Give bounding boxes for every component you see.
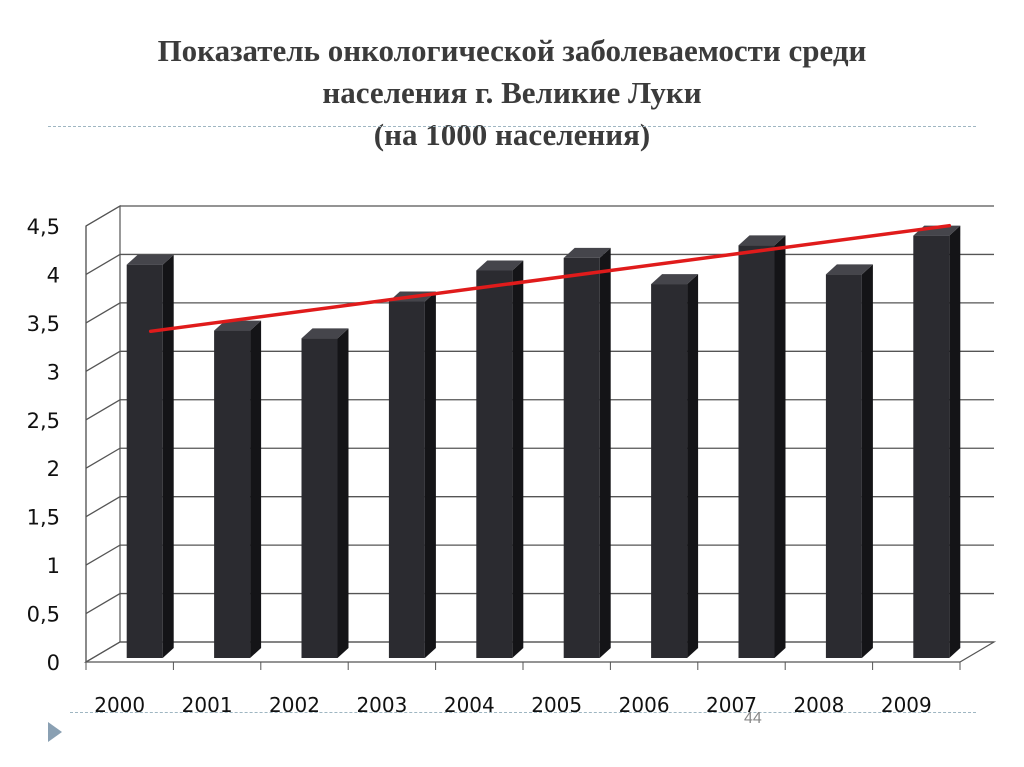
bar: [913, 235, 950, 659]
x-tick-label: 2001: [182, 693, 233, 717]
x-tick-label: 2004: [444, 693, 495, 717]
x-tick-label: 2000: [94, 693, 145, 717]
gridline: [85, 447, 994, 469]
y-tick-label: 4,5: [27, 215, 60, 239]
bar: [301, 338, 338, 658]
x-tick-label: 2008: [793, 693, 844, 717]
slide-title: Показатель онкологической заболеваемости…: [0, 30, 1024, 156]
bar: [476, 270, 513, 658]
bar-side: [861, 264, 873, 658]
bar-top: [301, 328, 349, 339]
x-tick-label: 2005: [531, 693, 582, 717]
bar: [651, 284, 688, 658]
bar-top: [476, 260, 524, 271]
bar-side: [337, 328, 349, 658]
bar-side: [774, 235, 786, 658]
gridline: [85, 399, 994, 421]
y-tick-label: 4: [47, 263, 60, 287]
gridline: [85, 253, 994, 276]
bar-top: [651, 274, 699, 285]
x-tick-label: 2003: [356, 693, 407, 717]
bar-side: [250, 320, 262, 658]
bar-top: [563, 247, 611, 258]
triangle-right-icon[interactable]: [48, 722, 62, 742]
page-number: 44: [744, 710, 762, 727]
bar: [825, 274, 862, 658]
bar: [126, 264, 163, 658]
bar-side: [162, 254, 174, 658]
trend-line: [148, 223, 952, 334]
title-line-2: населения г. Великие Луки: [322, 75, 702, 110]
x-tick-label: 2007: [706, 693, 757, 717]
y-tick-label: 3,5: [27, 312, 60, 336]
bar: [563, 257, 600, 658]
gridline: [85, 592, 994, 615]
gridline: [85, 205, 994, 227]
y-tick-label: 0: [47, 651, 60, 675]
title-line-3: (на 1000 населения): [373, 117, 651, 152]
x-tick-label: 2006: [619, 693, 670, 717]
bar-side: [512, 260, 524, 658]
title-line-1: Показатель онкологической заболеваемости…: [157, 33, 867, 68]
bar: [214, 330, 251, 658]
y-tick-label: 0,5: [27, 603, 60, 627]
gridline: [85, 302, 994, 324]
footer-divider: [70, 712, 976, 713]
gridline: [85, 544, 994, 566]
bar: [388, 301, 425, 658]
y-tick-label: 2: [47, 457, 60, 481]
bar-side: [687, 274, 699, 658]
side-wall: [85, 204, 121, 664]
bar-side: [599, 247, 611, 658]
gridline: [85, 641, 994, 663]
y-tick-label: 3: [47, 360, 60, 384]
y-tick-label: 1: [47, 554, 60, 578]
bar-side: [949, 225, 961, 659]
y-tick-label: 1,5: [27, 506, 60, 530]
y-tick-label: 2,5: [27, 409, 60, 433]
x-tick-label: 2009: [881, 693, 932, 717]
bar-side: [424, 291, 436, 658]
bar-top: [825, 264, 873, 275]
gridline: [85, 350, 994, 372]
gridline: [85, 496, 994, 518]
bar-top: [126, 254, 174, 265]
x-tick-label: 2002: [269, 693, 320, 717]
bar: [738, 245, 775, 658]
bar-top: [738, 235, 786, 246]
title-divider: [48, 126, 976, 127]
